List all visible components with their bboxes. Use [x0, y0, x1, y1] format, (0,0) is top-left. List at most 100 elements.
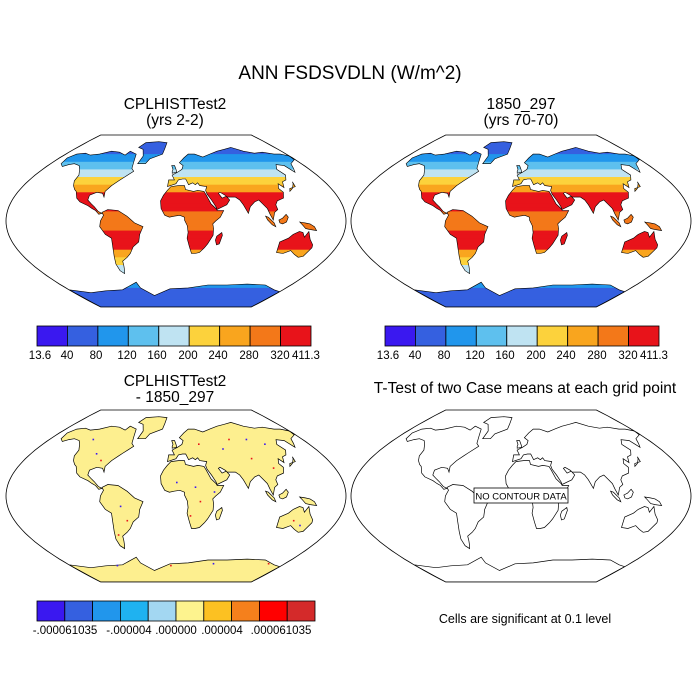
panel1-colorbar-tick-label: 200: [178, 350, 198, 362]
panel3-madagascar: [215, 506, 223, 521]
panel1-africa-band: [160, 238, 224, 243]
panel2-sumatra-band: [610, 219, 621, 224]
panel2-colorbar-tick-label: 13.6: [376, 350, 400, 362]
panel1-namerica-band: [61, 177, 137, 182]
panel1-colorbar-swatch: [249, 325, 281, 347]
panel2-eurasia-band: [512, 165, 640, 170]
panel2-namerica-band: [406, 188, 482, 193]
panel2-colorbar-swatch: [445, 325, 477, 347]
panel3-greenland: [137, 416, 168, 440]
panel1-australia-band: [276, 242, 313, 247]
panel2-colorbar-swatch: [475, 325, 508, 347]
panel3-africa: [160, 460, 225, 529]
panel1-colorbar-tick-label: 80: [89, 350, 103, 362]
panel2-africa-band: [505, 207, 569, 212]
panel1-colorbar-tick-label: 160: [147, 350, 167, 362]
panel1-samerica-band: [99, 257, 143, 262]
panel1-africa-band: [160, 192, 224, 197]
panel1-africa-band: [160, 211, 224, 216]
panel4-japan: [634, 456, 641, 468]
panel1-africa-band: [160, 203, 224, 209]
panel1-map-border: [5, 134, 347, 308]
panel2-eurasia-band: [512, 150, 640, 155]
panel1-namerica-band: [61, 157, 137, 163]
panel2-map-border: [350, 134, 692, 308]
panel2-uk-band: [516, 169, 522, 174]
panel3-speckle: [267, 562, 270, 565]
panel3-australia: [276, 505, 314, 533]
panel1-africa-band: [160, 219, 224, 224]
panel1-namerica-band: [61, 161, 137, 167]
panel1-eurasia-band: [167, 192, 295, 197]
panel1-map-group: [5, 134, 347, 308]
panel1-greenland-band: [137, 150, 167, 155]
panel1-eurasia-band: [167, 180, 295, 186]
panel3-speckle: [228, 438, 230, 441]
panel2-africa-band: [505, 219, 569, 224]
panel1-colorbar-tick-label: 411.3: [292, 350, 320, 362]
panel1-newguinea-coast: [298, 221, 318, 231]
panel4-australia: [621, 505, 659, 533]
panel1-samerica-coast: [99, 209, 144, 275]
panel1-antarctica-band: [69, 291, 280, 297]
panel3-japan: [289, 456, 296, 468]
panel2-namerica-band: [406, 169, 482, 174]
panel2-australia-band: [621, 249, 658, 255]
panel3-speckle: [170, 564, 172, 567]
panel3-speckle: [198, 443, 200, 445]
panel2-namerica-band: [406, 157, 482, 163]
panel1-samerica-band: [99, 245, 143, 251]
panel2-colorbar: [384, 325, 660, 347]
panel2-samerica-band: [444, 249, 488, 255]
panel2-colorbar-swatch: [506, 325, 538, 347]
panel1-samerica-band: [99, 238, 143, 243]
panel3-title: CPLHISTTest2: [123, 373, 227, 390]
panel1-madagascar-band: [215, 238, 223, 243]
panel4-overlay: NO CONTOUR DATA: [473, 487, 569, 504]
panel3-borneo: [278, 488, 289, 500]
panel1-samerica-band: [99, 242, 143, 247]
panel4-namerica: [405, 425, 482, 490]
panel1-namerica-band: [61, 184, 137, 190]
panel2-samerica-coast: [444, 209, 489, 275]
panel1-samerica-band: [99, 215, 143, 220]
panel2-colorbar-swatch: [536, 325, 569, 347]
panel2-borneo-band: [623, 215, 634, 220]
panel1-africa-band: [160, 226, 224, 232]
panel2-madagascar-band: [560, 238, 568, 243]
panel2-eurasia-band: [512, 147, 640, 151]
panel3-colorbar-swatch: [120, 600, 149, 622]
panel2-namerica-coast: [405, 150, 482, 215]
panel3-land: [60, 416, 318, 582]
panel2-colorbar-tick-label: 411.3: [640, 350, 668, 362]
panel2-newguinea-band: [644, 226, 662, 231]
panel2-australia-band: [621, 242, 658, 247]
panel3-speckle: [245, 438, 248, 441]
panel1-samerica-band: [99, 219, 143, 224]
panel3-speckle: [189, 515, 192, 517]
panel3-colorbar: [36, 600, 316, 622]
panel2-madagascar-band: [560, 234, 568, 239]
panel3-uk: [171, 440, 178, 449]
panel1-eurasia-band: [167, 188, 295, 193]
panel2-samerica-band: [444, 265, 488, 270]
panel2-colorbar-tick-label: 320: [618, 350, 638, 362]
panel2-ocean: [351, 135, 691, 307]
panel3-speckle: [299, 524, 301, 527]
panel2-antarctica-band: [414, 299, 625, 304]
panel3-map-border: [5, 409, 347, 583]
panel2-colorbar-swatch: [628, 325, 660, 347]
panel3-colorbar-swatch: [36, 600, 66, 622]
panel1-colorbar: [36, 325, 312, 347]
panel2-africa-band: [505, 226, 569, 232]
panel1-madagascar-band: [215, 234, 223, 239]
panel2-eurasia-band: [512, 188, 640, 193]
panel2-africa-band: [505, 203, 569, 209]
panel2-japan-coast: [634, 181, 641, 193]
panel1-namerica-band: [61, 180, 137, 186]
panel1-africa-band: [160, 234, 224, 239]
panel2-eurasia-band: [512, 173, 640, 178]
panel4-eurasia: [512, 422, 641, 497]
figure-title: ANN FSDSVDLN (W/m^2): [238, 63, 462, 84]
